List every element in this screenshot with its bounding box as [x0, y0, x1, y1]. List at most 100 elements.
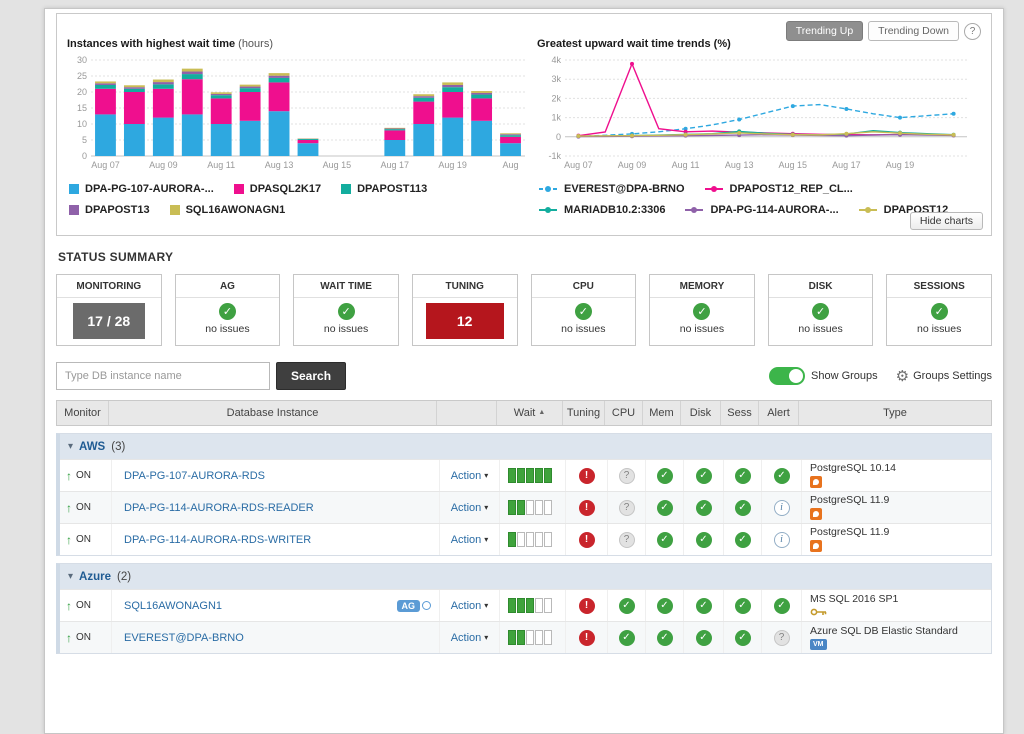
status-unknown-icon[interactable]: ? — [774, 630, 790, 646]
status-card-monitoring[interactable]: MONITORING17 / 28 — [56, 274, 162, 346]
legend-item[interactable]: EVEREST@DPA-BRNO — [539, 183, 685, 195]
instance-link[interactable]: DPA-PG-114-AURORA-RDS-WRITER — [124, 534, 311, 546]
status-card-sessions[interactable]: SESSIONS✓no issues — [886, 274, 992, 346]
status-ok-icon[interactable]: ✓ — [657, 532, 673, 548]
status-unknown-icon[interactable]: ? — [619, 500, 635, 516]
trending-up-button[interactable]: Trending Up — [786, 21, 863, 41]
status-ok-icon[interactable]: ✓ — [696, 598, 712, 614]
instance-link[interactable]: EVEREST@DPA-BRNO — [124, 632, 244, 644]
hide-charts-button[interactable]: Hide charts — [910, 212, 983, 230]
column-header-monitor[interactable]: Monitor — [57, 401, 109, 425]
legend-item[interactable]: DPAPOST13 — [69, 204, 150, 216]
wait-bar-segment — [526, 598, 534, 613]
legend-item[interactable]: DPAPOST113 — [341, 183, 427, 195]
status-alert-icon[interactable]: ! — [579, 598, 595, 614]
column-header-mem[interactable]: Mem — [643, 401, 681, 425]
postgresql-icon — [810, 476, 822, 488]
action-menu[interactable]: Action▾ — [451, 502, 489, 514]
column-header-alert[interactable]: Alert — [759, 401, 799, 425]
help-icon[interactable]: ? — [964, 23, 981, 40]
show-groups-toggle[interactable] — [769, 367, 805, 385]
status-ok-icon[interactable]: ✓ — [735, 598, 751, 614]
column-header-wait[interactable]: Wait▲ — [497, 401, 563, 425]
column-header-tuning[interactable]: Tuning — [563, 401, 605, 425]
groups-settings-link[interactable]: Groups Settings — [913, 370, 992, 382]
status-ok-icon[interactable]: ✓ — [696, 468, 712, 484]
legend-item[interactable]: DPASQL2K17 — [234, 183, 321, 195]
collapse-icon[interactable]: ▾ — [68, 571, 73, 582]
status-ok-icon[interactable]: ✓ — [657, 468, 673, 484]
status-card-value: 17 / 28 — [73, 303, 145, 339]
column-header-type[interactable]: Type — [799, 401, 991, 425]
column-header-instance[interactable]: Database Instance — [109, 401, 437, 425]
status-ok-icon[interactable]: ✓ — [735, 468, 751, 484]
cpu-cell: ✓ — [608, 622, 646, 653]
column-header-sess[interactable]: Sess — [721, 401, 759, 425]
bar-chart-title: Instances with highest wait time — [67, 38, 235, 50]
trending-down-button[interactable]: Trending Down — [868, 21, 959, 41]
status-card-body: 17 / 28 — [57, 303, 161, 339]
status-ok-icon[interactable]: ✓ — [735, 532, 751, 548]
wait-level-bars[interactable] — [508, 630, 552, 645]
group-header[interactable]: ▾Azure(2) — [60, 564, 991, 589]
instance-link[interactable]: SQL16AWONAGN1 — [124, 600, 222, 612]
status-ok-icon[interactable]: ✓ — [735, 630, 751, 646]
status-unknown-icon[interactable]: ? — [619, 532, 635, 548]
search-input[interactable] — [56, 362, 270, 390]
wait-level-bars[interactable] — [508, 468, 552, 483]
action-menu[interactable]: Action▾ — [451, 470, 489, 482]
status-ok-icon[interactable]: ✓ — [657, 630, 673, 646]
action-menu[interactable]: Action▾ — [451, 632, 489, 644]
status-card-tuning[interactable]: TUNING12 — [412, 274, 518, 346]
status-alert-icon[interactable]: ! — [579, 468, 595, 484]
legend-item[interactable]: DPA-PG-107-AURORA-... — [69, 183, 214, 195]
legend-item[interactable]: DPAPOST12_REP_CL... — [705, 183, 853, 195]
legend-item[interactable]: MARIADB10.2:3306 — [539, 204, 665, 216]
monitor-state[interactable]: ON — [76, 632, 91, 643]
group-header[interactable]: ▾AWS(3) — [60, 434, 991, 459]
status-card-wait-time[interactable]: WAIT TIME✓no issues — [293, 274, 399, 346]
legend-item[interactable]: SQL16AWONAGN1 — [170, 204, 286, 216]
status-ok-icon[interactable]: ✓ — [657, 598, 673, 614]
instance-link[interactable]: DPA-PG-114-AURORA-RDS-READER — [124, 502, 314, 514]
monitor-state[interactable]: ON — [76, 600, 91, 611]
monitor-state[interactable]: ON — [76, 502, 91, 513]
wait-level-bars[interactable] — [508, 598, 552, 613]
instance-link[interactable]: DPA-PG-107-AURORA-RDS — [124, 470, 265, 482]
status-card-memory[interactable]: MEMORY✓no issues — [649, 274, 755, 346]
monitor-state[interactable]: ON — [76, 470, 91, 481]
wait-level-bars[interactable] — [508, 500, 552, 515]
status-alert-icon[interactable]: ! — [579, 500, 595, 516]
ag-badge[interactable]: AG — [397, 600, 421, 612]
legend-label: DPAPOST12_REP_CL... — [730, 183, 853, 195]
status-card-ag[interactable]: AG✓no issues — [175, 274, 281, 346]
action-menu[interactable]: Action▾ — [451, 534, 489, 546]
action-menu[interactable]: Action▾ — [451, 600, 489, 612]
status-card-value[interactable]: 12 — [426, 303, 504, 339]
status-unknown-icon[interactable]: ? — [619, 468, 635, 484]
status-ok-icon[interactable]: ✓ — [619, 598, 635, 614]
status-ok-icon[interactable]: ✓ — [774, 598, 790, 614]
status-ok-icon[interactable]: ✓ — [696, 532, 712, 548]
column-header-disk[interactable]: Disk — [681, 401, 721, 425]
status-ok-icon[interactable]: ✓ — [735, 500, 751, 516]
status-alert-icon[interactable]: ! — [579, 630, 595, 646]
status-info-icon[interactable]: i — [774, 532, 790, 548]
gear-icon[interactable]: ⚙ — [896, 369, 909, 384]
status-ok-icon[interactable]: ✓ — [774, 468, 790, 484]
status-card-disk[interactable]: DISK✓no issues — [768, 274, 874, 346]
monitor-state[interactable]: ON — [76, 534, 91, 545]
legend-item[interactable]: DPA-PG-114-AURORA-... — [685, 204, 838, 216]
status-card-cpu[interactable]: CPU✓no issues — [531, 274, 637, 346]
status-ok-icon[interactable]: ✓ — [657, 500, 673, 516]
status-ok-icon[interactable]: ✓ — [696, 500, 712, 516]
status-info-icon[interactable]: i — [774, 500, 790, 516]
collapse-icon[interactable]: ▾ — [68, 441, 73, 452]
column-header-cpu[interactable]: CPU — [605, 401, 643, 425]
status-ok-icon[interactable]: ✓ — [696, 630, 712, 646]
status-alert-icon[interactable]: ! — [579, 532, 595, 548]
status-ok-icon[interactable]: ✓ — [619, 630, 635, 646]
tuning-cell: ! — [566, 460, 608, 491]
search-button[interactable]: Search — [276, 362, 346, 390]
wait-level-bars[interactable] — [508, 532, 552, 547]
